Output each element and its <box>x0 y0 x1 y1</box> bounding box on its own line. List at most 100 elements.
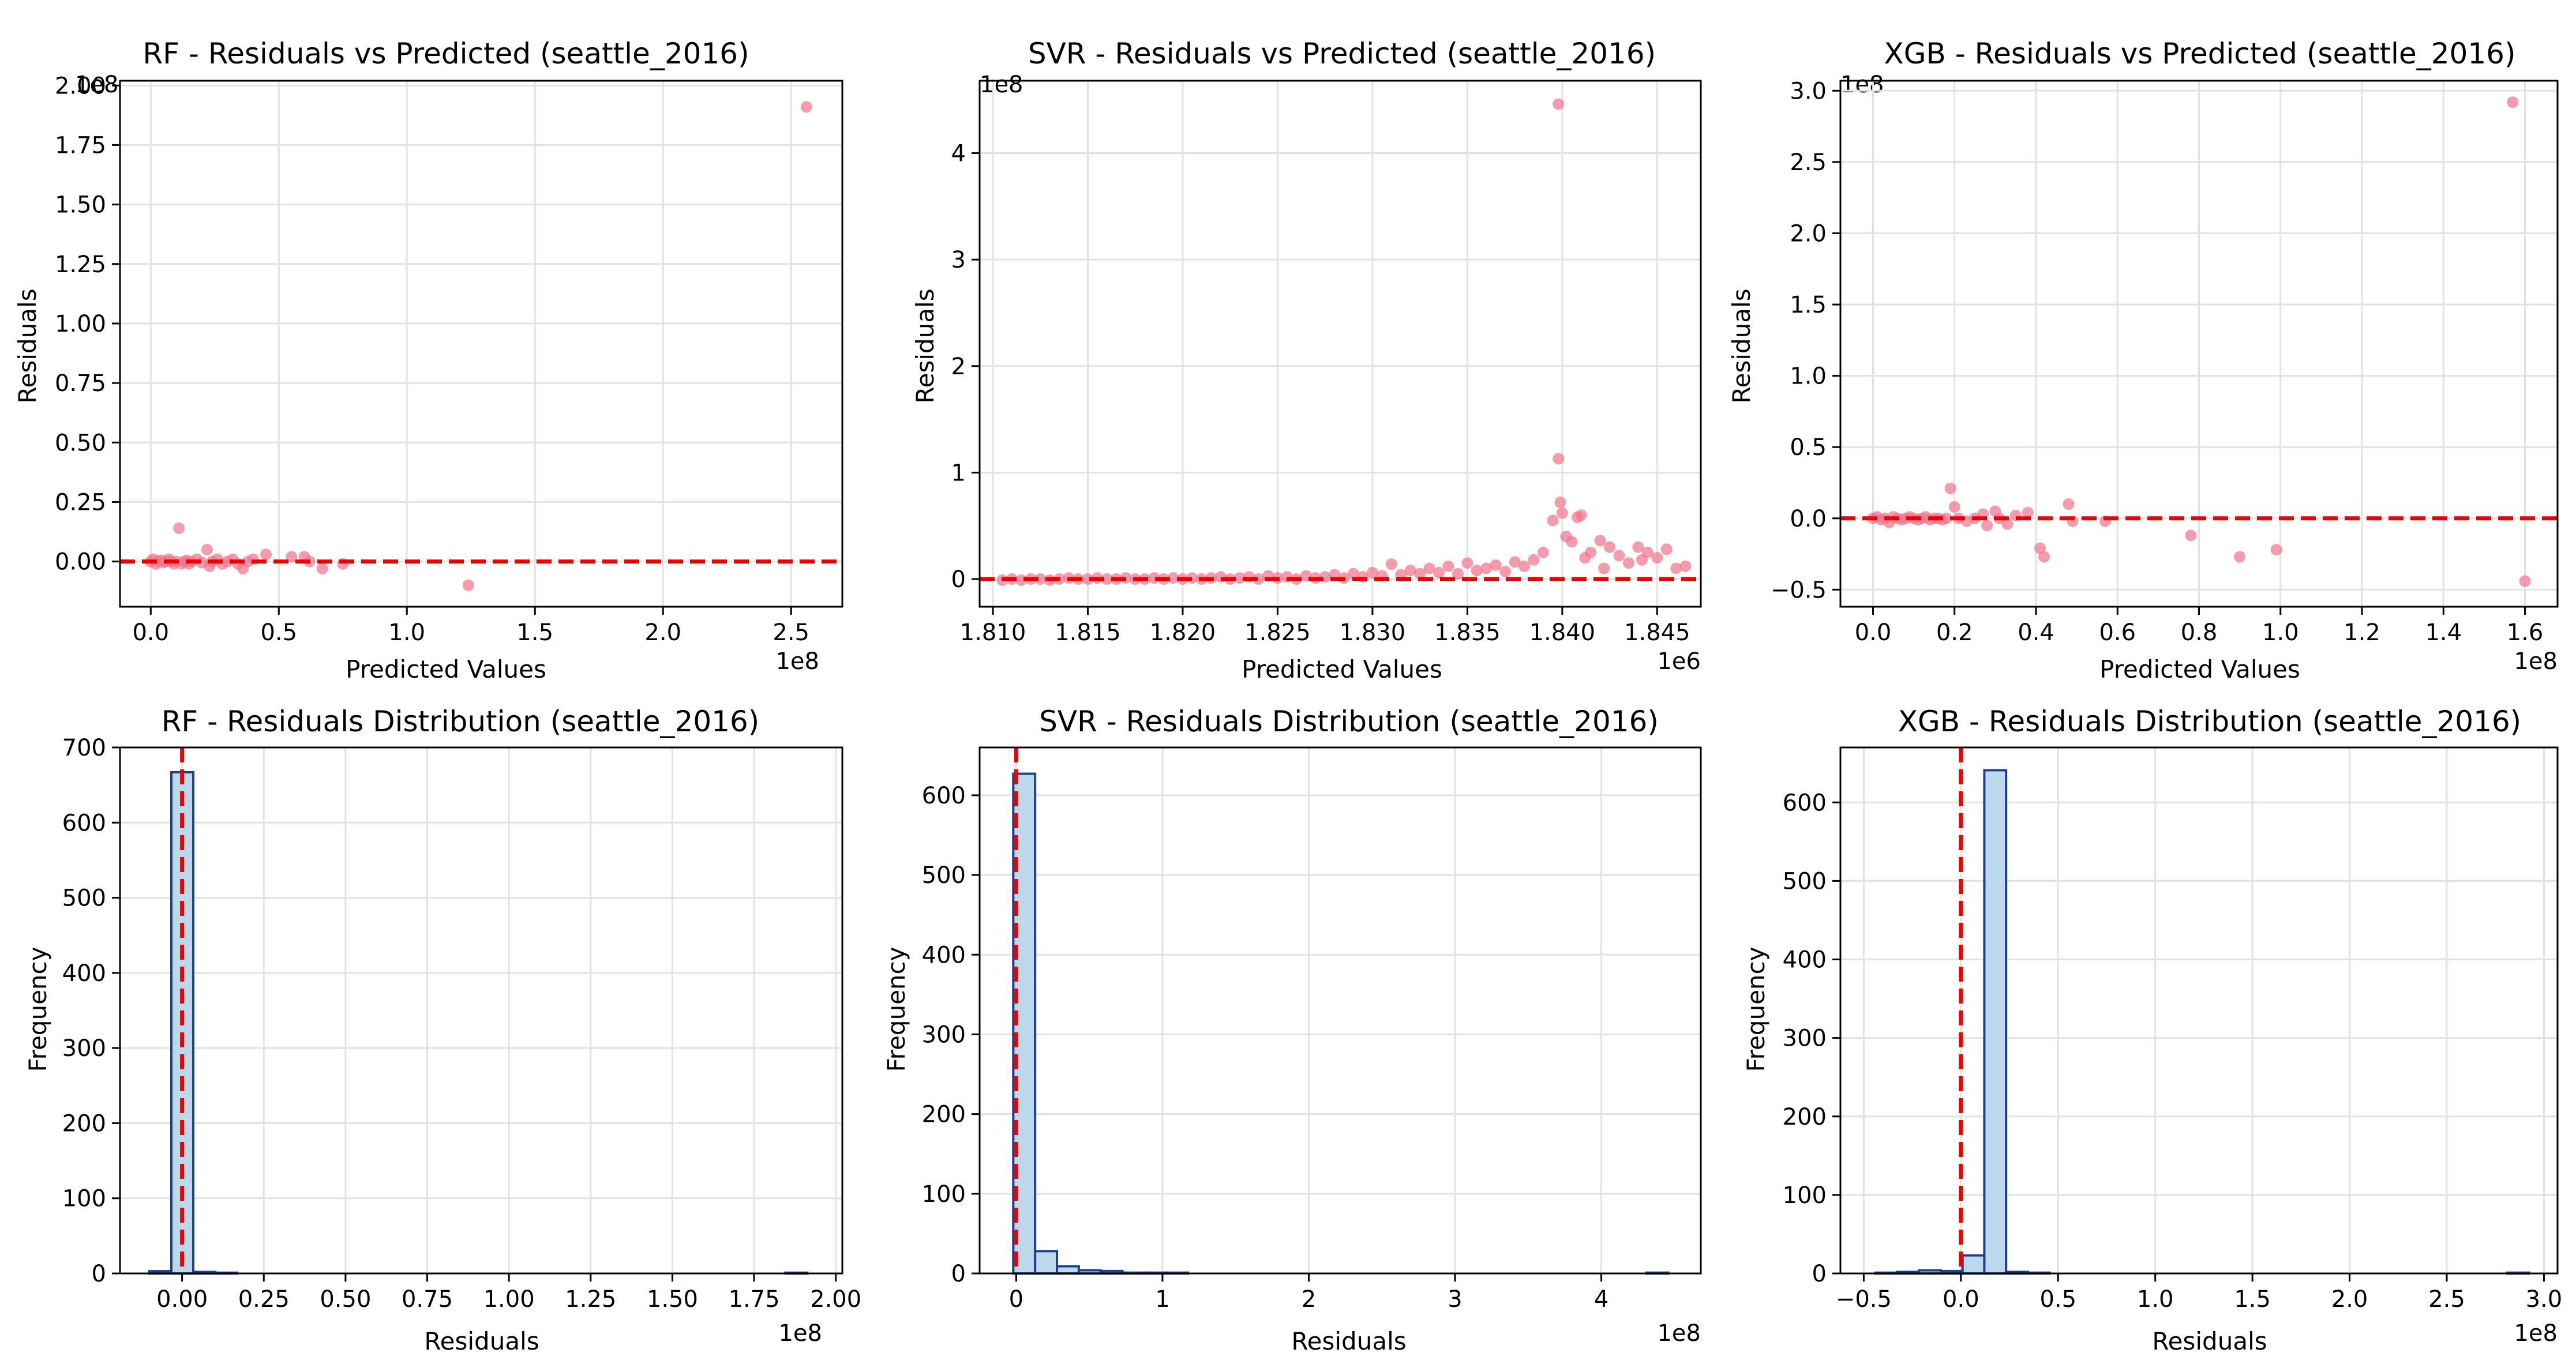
rf-hist-x-tick-label: 1.00 <box>483 1286 535 1313</box>
rf-scatter-point <box>316 562 328 574</box>
xgb-scatter-point <box>2519 575 2531 587</box>
svr-scatter-x-tick-label: 1.845 <box>1624 619 1690 646</box>
xgb-hist-ylabel: Frequency <box>1742 947 1770 1072</box>
svr-scatter-point <box>1490 559 1502 571</box>
rf-scatter-y-tick-label: 0.00 <box>55 549 106 576</box>
xgb-scatter-x-tick-label: 0.2 <box>1936 619 1973 646</box>
rf-scatter-y-tick-label: 0.75 <box>55 370 106 397</box>
rf-scatter-y-tick-label: 1.25 <box>55 251 106 278</box>
xgb-scatter-x-tick-label: 1.4 <box>2425 619 2462 646</box>
svr-scatter-point <box>1499 566 1512 578</box>
svr-scatter-point <box>1423 562 1435 574</box>
svr-scatter-y-tick-label: 0 <box>951 566 966 593</box>
rf-scatter-x-tick-label: 2.5 <box>773 619 809 646</box>
xgb-residuals-distribution-panel: XGB - Residuals Distribution (seattle_20… <box>1742 705 2562 1355</box>
svr-scatter-x-offset: 1e6 <box>1657 648 1701 675</box>
svr-hist-y-tick-label: 500 <box>922 862 966 889</box>
svr-scatter-point <box>1554 497 1566 509</box>
xgb-scatter-x-tick-label: 1.0 <box>2262 619 2299 646</box>
svr-scatter-axes-frame <box>978 80 1702 608</box>
rf-scatter-axes-frame <box>119 80 843 608</box>
svr-scatter-y-offset: 1e8 <box>980 72 1023 98</box>
xgb-scatter-title: XGB - Residuals vs Predicted (seattle_20… <box>1884 37 2516 70</box>
rf-hist-x-tick-label: 0.50 <box>320 1286 371 1313</box>
xgb-hist-y-tick-label: 100 <box>1783 1182 1827 1209</box>
svr-scatter-point <box>1509 556 1521 568</box>
xgb-scatter-y-tick-label: −0.5 <box>1771 577 1827 603</box>
rf-hist-x-tick-label: 0.25 <box>238 1286 290 1313</box>
svr-hist-plot-area: 0 1 2 3 4 0 100 200 300 400 500 600 <box>922 746 1702 1313</box>
svr-scatter-x-tick-label: 1.820 <box>1150 619 1216 646</box>
svr-scatter-x-tick-label: 1.825 <box>1244 619 1311 646</box>
svr-scatter-point <box>1632 541 1644 553</box>
svr-scatter-point <box>1253 573 1265 585</box>
svr-residuals-distribution-panel: SVR - Residuals Distribution (seattle_20… <box>882 705 1702 1355</box>
svr-scatter-y-tick-label: 2 <box>951 354 966 380</box>
xgb-hist-axes-frame <box>1839 746 2559 1275</box>
xgb-hist-x-tick-label: −0.5 <box>1836 1286 1892 1313</box>
xgb-scatter-x-tick-label: 1.6 <box>2507 619 2544 646</box>
svr-scatter-title: SVR - Residuals vs Predicted (seattle_20… <box>1028 37 1656 70</box>
svr-hist-title: SVR - Residuals Distribution (seattle_20… <box>1039 705 1659 738</box>
svr-scatter-point <box>1623 557 1634 569</box>
rf-hist-y-tick-label: 200 <box>62 1110 106 1137</box>
rf-scatter-point <box>800 101 812 113</box>
rf-hist-x-tick-label: 1.50 <box>647 1286 698 1313</box>
svr-scatter-point <box>1641 546 1653 558</box>
xgb-scatter-y-tick-label: 1.0 <box>1790 363 1827 390</box>
svr-scatter-plot-area: 1.810 1.815 1.820 1.825 1.830 1.835 1.840 1.845… <box>951 80 1702 646</box>
xgb-scatter-x-offset: 1e8 <box>2514 648 2558 675</box>
svr-scatter-point <box>1452 568 1464 580</box>
rf-scatter-y-tick-label: 2.00 <box>55 73 106 99</box>
svr-hist-y-tick-label: 0 <box>951 1261 966 1287</box>
xgb-scatter-y-tick-label: 2.5 <box>1790 149 1827 176</box>
svr-scatter-point <box>1670 562 1682 574</box>
rf-hist-y-tick-label: 600 <box>62 810 106 836</box>
svr-scatter-point <box>1556 507 1568 519</box>
svr-hist-xlabel: Residuals <box>1291 1327 1406 1355</box>
svr-scatter-point <box>1518 560 1531 572</box>
svr-hist-x-tick-label: 4 <box>1594 1286 1608 1313</box>
svr-scatter-point <box>1404 565 1416 577</box>
svr-scatter-point <box>1537 546 1549 558</box>
svr-scatter-x-tick-label: 1.830 <box>1340 619 1406 646</box>
rf-scatter-x-tick-label: 0.5 <box>260 619 297 646</box>
svr-hist-y-tick-label: 400 <box>922 942 966 968</box>
rf-scatter-title: RF - Residuals vs Predicted (seattle_201… <box>143 37 749 70</box>
xgb-scatter-point <box>2507 96 2519 108</box>
rf-scatter-point <box>462 579 474 591</box>
rf-hist-y-tick-label: 500 <box>62 885 106 912</box>
xgb-hist-x-tick-label: 1.5 <box>2234 1286 2271 1313</box>
xgb-hist-bar <box>1961 1254 1986 1275</box>
xgb-scatter-y-tick-label: 0.0 <box>1790 506 1827 532</box>
xgb-scatter-point <box>2063 498 2075 510</box>
svr-hist-x-tick-label: 0 <box>1009 1286 1023 1313</box>
xgb-scatter-point <box>2022 506 2034 518</box>
svr-scatter-ylabel: Residuals <box>911 288 939 403</box>
rf-scatter-y-tick-label: 1.00 <box>55 311 106 337</box>
rf-scatter-y-tick-label: 0.50 <box>55 430 106 456</box>
svr-scatter-point <box>1566 536 1578 548</box>
xgb-scatter-y-tick-label: 3.0 <box>1790 78 1827 104</box>
svr-scatter-point <box>1348 568 1360 580</box>
xgb-scatter-point <box>1940 512 1952 524</box>
svr-scatter-point <box>1585 546 1597 558</box>
rf-scatter-y-tick-label: 1.75 <box>55 132 106 159</box>
xgb-hist-y-tick-label: 300 <box>1783 1025 1827 1052</box>
xgb-scatter-y-tick-label: 2.0 <box>1790 220 1827 247</box>
xgb-scatter-x-tick-label: 1.2 <box>2343 619 2380 646</box>
rf-residuals-distribution-panel: RF - Residuals Distribution (seattle_201… <box>24 705 861 1355</box>
rf-hist-x-tick-label: 1.25 <box>565 1286 616 1313</box>
xgb-hist-x-tick-label: 0.0 <box>1943 1286 1979 1313</box>
rf-residuals-vs-predicted-panel: RF - Residuals vs Predicted (seattle_201… <box>13 37 843 683</box>
xgb-hist-x-tick-label: 2.5 <box>2428 1286 2465 1313</box>
xgb-hist-x-tick-label: 2.0 <box>2331 1286 2368 1313</box>
svr-scatter-xlabel: Predicted Values <box>1242 655 1442 683</box>
svr-scatter-point <box>1575 509 1587 521</box>
rf-scatter-x-tick-label: 1.0 <box>388 619 425 646</box>
xgb-scatter-plot-area: 0.0 0.2 0.4 0.6 0.8 1.0 1.2 1.4 1.6 −0.5 0.0 0.5 1.0… <box>1771 78 2559 646</box>
xgb-scatter-point <box>1948 501 1960 513</box>
svr-hist-x-offset: 1e8 <box>1657 1320 1701 1347</box>
xgb-hist-y-tick-label: 0 <box>1812 1261 1827 1287</box>
